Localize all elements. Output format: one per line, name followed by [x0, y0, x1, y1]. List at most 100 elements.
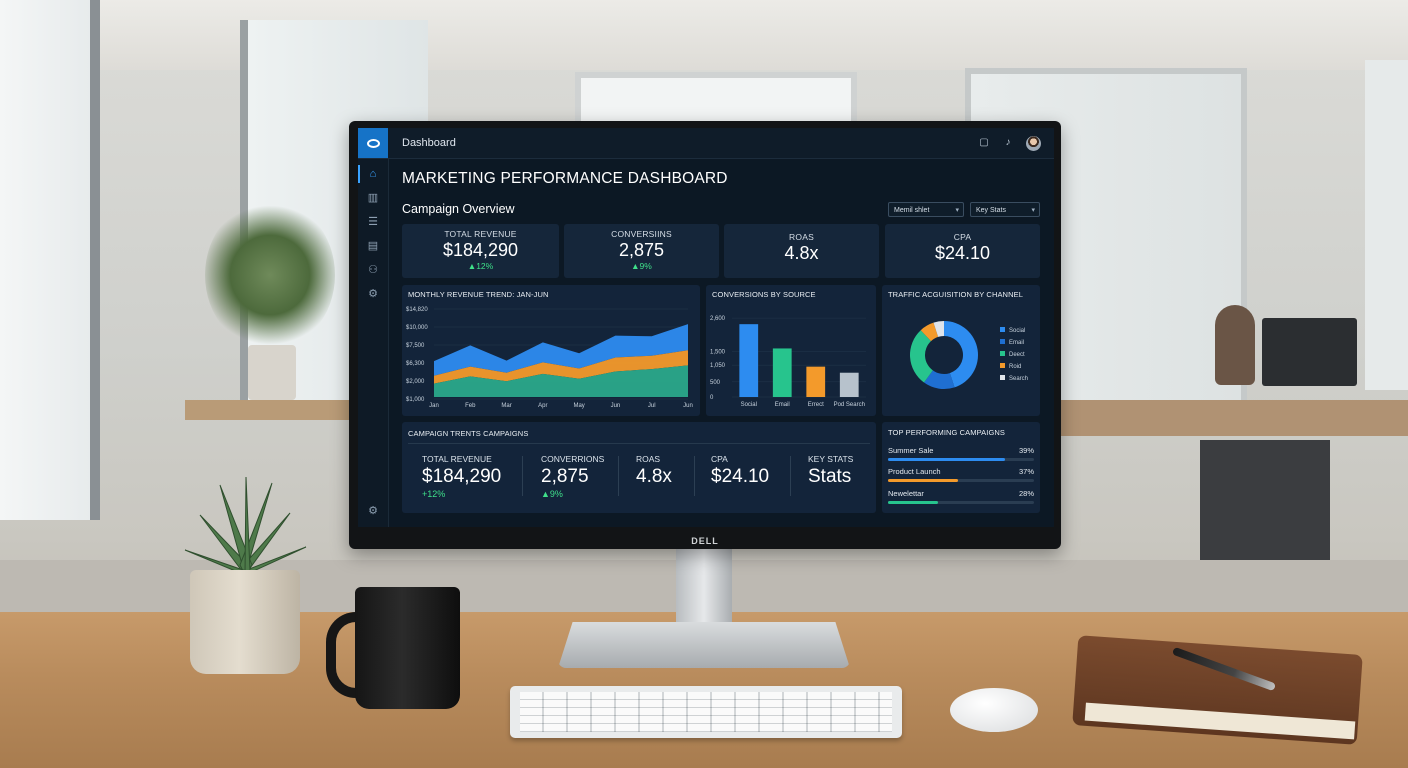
- legend-swatch: [1000, 375, 1005, 380]
- stat-value: $184,290: [422, 466, 502, 487]
- divider: [408, 443, 870, 444]
- bar-chart-icon[interactable]: ▥: [367, 192, 379, 204]
- x-tick-label: May: [573, 403, 584, 409]
- stat-value: Stats: [808, 466, 852, 487]
- monitor-brand-logo: DELL: [691, 536, 719, 546]
- y-tick-label: 2,600: [710, 316, 726, 322]
- x-tick-label: Pod Search: [834, 402, 865, 408]
- x-tick-label: Mar: [501, 403, 511, 409]
- mouse[interactable]: [950, 688, 1038, 732]
- stat-label: TOTAL REVENUE: [422, 454, 492, 464]
- kpi-delta: ▲9%: [631, 261, 652, 271]
- y-tick-label: $1,000: [406, 397, 425, 403]
- campaign-name: Newelettar: [888, 489, 924, 498]
- kpi-value: 4.8x: [784, 243, 819, 263]
- kpi-delta: ▲12%: [467, 261, 494, 271]
- stat-cpa: CPA $24.10: [711, 454, 769, 488]
- x-tick-label: Jul: [648, 403, 656, 409]
- progress-track: [888, 501, 1034, 504]
- donut-slice: [910, 330, 933, 383]
- bar: [806, 366, 826, 397]
- avatar[interactable]: [1026, 136, 1041, 151]
- filter-select-value: Memil shlet: [894, 207, 930, 214]
- background-plant-pot: [248, 345, 296, 400]
- mug-handle: [326, 612, 382, 698]
- donut-slice: [944, 321, 978, 388]
- legend-swatch: [1000, 351, 1005, 356]
- kpi-value: $184,290: [442, 240, 519, 260]
- panel-title: CONVERSIONS BY SOURCE: [712, 290, 816, 299]
- kpi-card-roas[interactable]: ROAS 4.8x: [724, 224, 879, 278]
- kpi-card-cpa[interactable]: CPA $24.10: [885, 224, 1040, 278]
- legend-label: Search: [1009, 376, 1028, 382]
- bell-icon[interactable]: ♪: [1005, 137, 1011, 148]
- stat-roas: ROAS 4.8x: [636, 454, 672, 488]
- monitor-stand-neck: [676, 548, 732, 636]
- campaign-name: Product Launch: [888, 467, 941, 476]
- campaign-percent: 39%: [1018, 446, 1034, 455]
- x-tick-label: Jun: [683, 403, 693, 409]
- divider: [618, 456, 619, 496]
- kpi-card-total-revenue[interactable]: TOTAL REVENUE $184,290 ▲12%: [402, 224, 559, 278]
- stat-value: 2,875: [541, 466, 589, 487]
- x-tick-label: Email: [775, 402, 790, 408]
- filter-select[interactable]: Memil shlet ▾: [888, 202, 964, 217]
- keyboard-keys[interactable]: [520, 692, 892, 732]
- bar: [772, 348, 792, 397]
- stat-total-revenue: TOTAL REVENUE $184,290 +12%: [422, 454, 501, 499]
- legend-label: Deect: [1009, 352, 1025, 358]
- panel-title: TOP PERFORMING CAMPAIGNS: [888, 428, 1005, 437]
- campaign-name: Summer Sale: [888, 446, 934, 455]
- progress-fill: [888, 501, 938, 504]
- user-icon[interactable]: ⚇: [368, 264, 378, 276]
- stat-label: CPA: [711, 454, 728, 464]
- traffic-donut-chart: Social Email Deect Roid Search: [910, 321, 1028, 389]
- panel-title: TRAFFIC ACGUISITION BY CHANNEL: [888, 290, 1023, 299]
- ceiling: [0, 0, 1408, 70]
- kpi-label: TOTAL REVENUE: [444, 229, 517, 239]
- x-tick-label: Jan: [429, 403, 439, 409]
- kpi-card-conversions[interactable]: CONVERSIINS 2,875 ▲9%: [564, 224, 719, 278]
- background-person: [1215, 305, 1255, 385]
- key-stats-select[interactable]: Key Stats ▾: [970, 202, 1040, 217]
- home-icon[interactable]: ⌂: [369, 168, 377, 180]
- gear-icon[interactable]: ⚙: [368, 505, 378, 517]
- divider: [522, 456, 523, 496]
- key-stats-select-value: Key Stats: [976, 207, 1006, 214]
- calendar-icon[interactable]: ▤: [367, 240, 379, 252]
- logo-icon: [366, 138, 380, 148]
- list-icon[interactable]: ☰: [368, 216, 378, 228]
- y-tick-label: $7,500: [406, 343, 425, 349]
- donut-slice: [933, 321, 944, 337]
- app-logo[interactable]: [358, 128, 388, 158]
- y-tick-label: $14,820: [406, 307, 428, 313]
- y-tick-label: 0: [710, 395, 714, 401]
- page-title: MARKETING PERFORMANCE DASHBOARD: [402, 170, 728, 187]
- stat-delta: ▲9%: [541, 489, 563, 499]
- settings-icon[interactable]: ⚙: [368, 288, 378, 300]
- y-tick-label: $6,300: [406, 361, 425, 367]
- legend-swatch: [1000, 327, 1005, 332]
- monitor-stand-base: [558, 622, 850, 668]
- stat-value: $24.10: [711, 466, 770, 487]
- progress-track: [888, 458, 1034, 461]
- kpi-label: CPA: [953, 232, 972, 242]
- progress-track: [888, 479, 1034, 482]
- legend-label: Roid: [1009, 364, 1021, 370]
- y-tick-label: 1,050: [710, 363, 726, 369]
- plant-pot: [190, 570, 300, 674]
- area-series: [434, 324, 688, 376]
- area-series: [434, 350, 688, 384]
- legend-label: Social: [1009, 328, 1025, 334]
- shelf: [185, 400, 355, 420]
- top-bar: Dashboard ▢ ♪: [358, 128, 1054, 159]
- stat-key-stats: KEY STATS Stats: [808, 454, 853, 488]
- legend-swatch: [1000, 339, 1005, 344]
- chevron-down-icon: ▾: [1031, 207, 1035, 214]
- chat-icon[interactable]: ▢: [979, 137, 989, 148]
- revenue-area-chart: $14,820 $10,000 $7,500 $6,300 $2,000 $1,000 Ja…: [406, 307, 693, 409]
- campaign-trends-panel: CAMPAIGN TRENTS CAMPAIGNS: [402, 422, 876, 513]
- conversions-by-source-panel: CONVERSIONS BY SOURCE 2,600 1,500 1,050 500…: [706, 285, 876, 416]
- window: [1365, 60, 1408, 390]
- section-title: Campaign Overview: [402, 202, 515, 216]
